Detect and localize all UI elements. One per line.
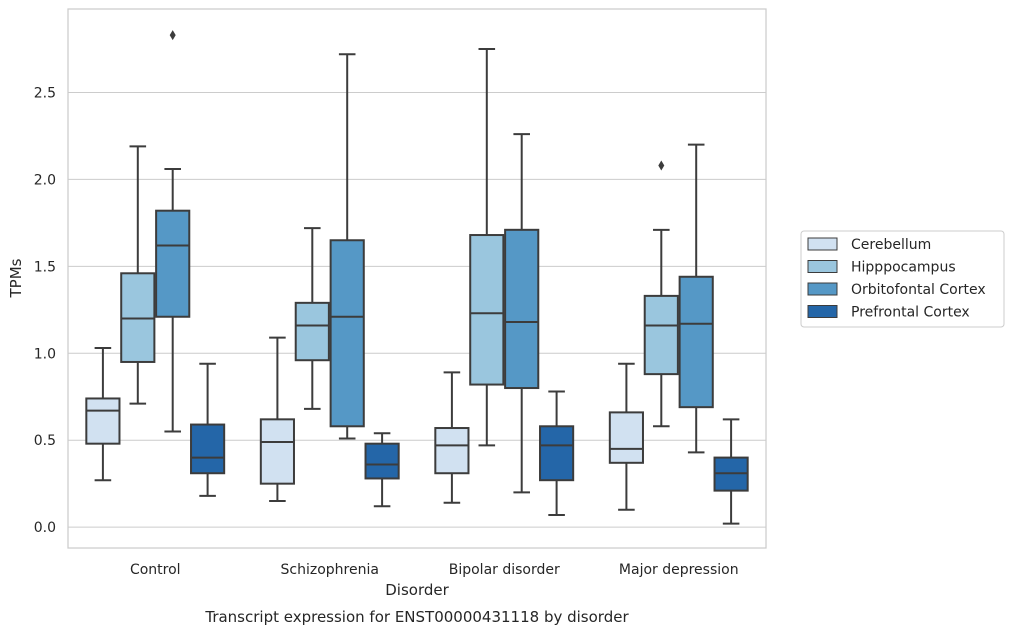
iqr-box [85,397,121,445]
y-tick-labels: 0.0 0.5 1.0 1.5 2.0 2.5 [34,85,56,536]
legend-frame [800,230,1005,328]
category-group [85,30,226,497]
iqr-box [364,442,400,480]
legend-swatch [807,282,838,296]
box-plot-item [643,160,679,428]
iqr-box [678,275,714,409]
category-group [259,53,400,508]
y-tick-label: 1.5 [34,259,56,275]
box-plot-item [678,143,714,454]
box-plot-item [259,336,295,503]
chart-caption: Transcript expression for ENST0000043111… [204,608,629,626]
legend-swatch [807,305,838,318]
iqr-box [504,228,540,390]
legend-item: Orbitofontal Cortex [807,282,986,298]
x-axis-title: Disorder [385,581,449,599]
iqr-box [190,423,226,475]
iqr-box [608,411,644,464]
x-tick-labels: Control Schizophrenia Bipolar disorder Majo… [130,562,739,578]
box-plot-item [608,362,644,511]
x-tick-label: Schizophrenia [281,562,379,578]
box-plot-item [539,390,575,516]
y-axis-title: TPMs [7,258,25,298]
box-plot-item [504,133,540,494]
box-plot-item [294,227,330,410]
iqr-box [539,425,575,482]
box-groups [85,30,749,525]
x-tick-label: Control [130,562,181,578]
legend-label: Cerebellum [851,237,931,253]
legend-items: Cerebellum Hipppocampus Orbitofontal Corte… [807,237,986,321]
iqr-box [259,418,295,485]
iqr-box [329,239,365,428]
iqr-box [643,294,679,376]
legend-label: Hipppocampus [851,260,956,276]
category-group [608,143,749,525]
legend-item: Hipppocampus [807,260,956,276]
y-tick-label: 1.0 [34,346,56,362]
box-plot-item [329,53,365,440]
x-tick-label: Bipolar disorder [449,562,560,578]
legend: Cerebellum Hipppocampus Orbitofontal Corte… [800,230,1005,328]
box-plot-item [120,145,156,405]
iqr-box [434,427,470,475]
box-plot-item [85,347,121,482]
legend-label: Orbitofontal Cortex [851,282,986,298]
y-tick-label: 0.5 [34,433,56,449]
box-plot-item [713,418,749,525]
box-plot-item [190,362,226,497]
y-tick-label: 0.0 [34,520,56,536]
outlier-marker [169,30,176,41]
iqr-box [294,301,330,362]
plot-frame [67,8,767,549]
legend-item: Cerebellum [807,237,931,253]
legend-item: Prefrontal Cortex [807,305,970,321]
iqr-box [469,234,505,386]
y-tick-label: 2.5 [34,85,56,101]
x-tick-label: Major depression [619,562,739,578]
iqr-box [155,209,191,318]
box-plot-item [155,30,191,433]
legend-swatch [807,260,838,273]
box-plot-item [469,47,505,447]
category-group [434,47,575,516]
legend-swatch [807,237,838,251]
box-plot-item [434,371,470,504]
y-tick-label: 2.0 [34,172,56,188]
outlier-marker [658,160,665,171]
box-plot-item [364,432,400,508]
legend-label: Prefrontal Cortex [851,305,970,321]
